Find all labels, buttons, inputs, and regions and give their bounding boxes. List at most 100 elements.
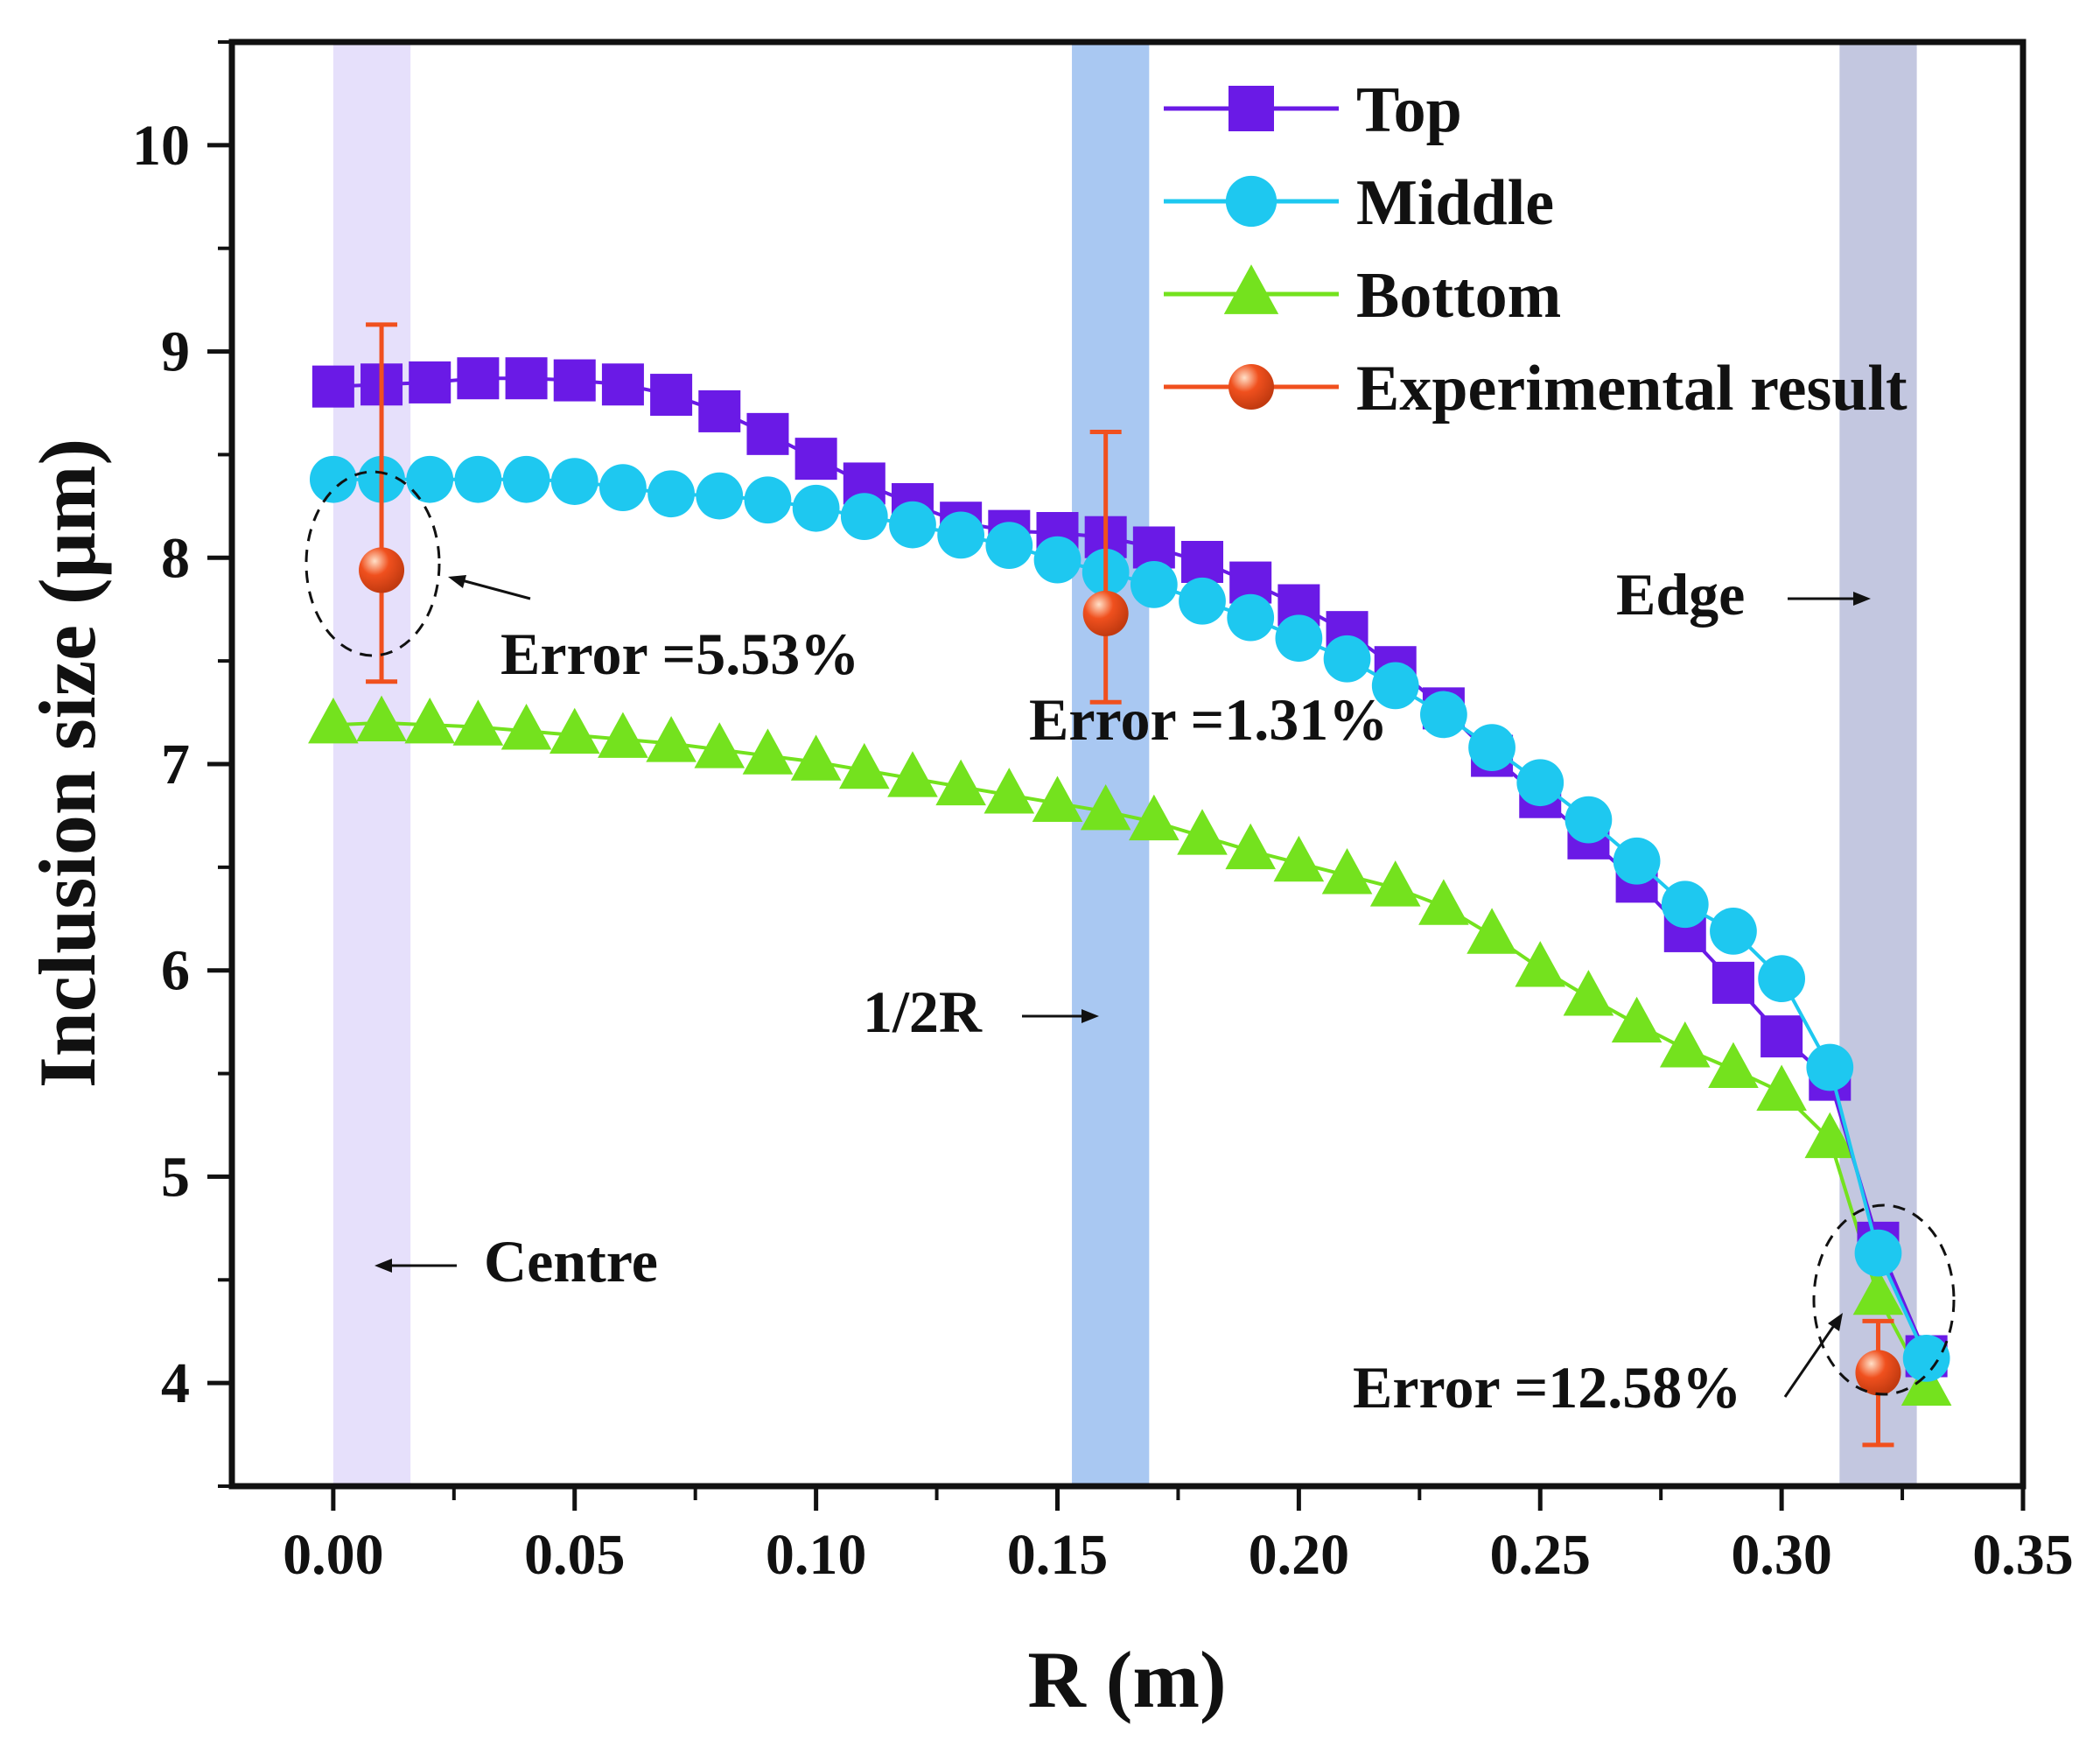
data-point-middle [1902, 1334, 1950, 1382]
data-point-bottom [1708, 1042, 1759, 1089]
data-point-top [601, 363, 644, 406]
data-point-bottom [1080, 783, 1131, 831]
data-point-middle [1516, 759, 1564, 807]
error-ellipse-centre [304, 470, 441, 657]
error-12-58-arrow [1783, 1313, 1843, 1398]
data-point-bottom [1515, 941, 1566, 987]
data-point-bottom [1852, 1268, 1904, 1316]
y-tick-label: 10 [132, 114, 190, 178]
series-line-middle [332, 477, 1928, 1359]
y-tick-label: 8 [161, 526, 190, 590]
data-point-middle [840, 493, 888, 541]
legend-item-middle: Middle [1164, 167, 1554, 239]
data-point-bottom [1563, 970, 1614, 1016]
series-line-bottom [332, 720, 1928, 1388]
data-point-bottom [646, 716, 696, 762]
data-point-bottom [1321, 848, 1373, 895]
legend-label: Top [1356, 74, 1462, 146]
data-point-middle [406, 455, 454, 503]
data-point-top [1760, 1015, 1803, 1058]
error-ellipse-edge [1812, 1203, 1956, 1396]
series-middle [309, 455, 1950, 1382]
data-point-bottom [598, 712, 648, 758]
data-point-middle [1420, 691, 1467, 739]
data-point-top [1712, 961, 1754, 1004]
x-tick-label: 0.00 [283, 1523, 384, 1587]
experimental-point [359, 322, 405, 684]
data-point-bottom [404, 697, 456, 744]
axes [228, 39, 2026, 1490]
annotation-half-r: 1/2R [863, 979, 983, 1045]
data-point-middle [502, 455, 550, 503]
data-point-bottom [1177, 809, 1228, 855]
x-tick-label: 0.25 [1489, 1523, 1591, 1587]
data-point-bottom [549, 707, 600, 754]
y-tick-label: 4 [161, 1351, 190, 1415]
data-point-middle [1710, 908, 1757, 955]
data-point-middle [1033, 536, 1082, 584]
data-point-middle [1371, 662, 1419, 710]
y-tick-label: 9 [161, 320, 190, 384]
data-point-middle [792, 484, 840, 532]
data-point-bottom [1466, 908, 1517, 954]
legend-label: Bottom [1356, 260, 1561, 332]
data-point-bottom [1032, 775, 1083, 822]
annotation-edge: Edge [1616, 561, 1745, 628]
data-point-bottom [1129, 794, 1180, 841]
data-point-top [505, 357, 548, 400]
x-tick-label: 0.05 [524, 1523, 626, 1587]
experimental-point [1082, 430, 1129, 705]
centre-arrow [374, 1259, 457, 1273]
x-tick-label: 0.10 [766, 1523, 867, 1587]
data-point-bottom [1273, 835, 1325, 882]
data-point-bottom [790, 734, 842, 781]
data-point-middle [1613, 837, 1661, 885]
data-point-middle [1227, 593, 1275, 642]
legend-item-bottom: Bottom [1164, 260, 1561, 332]
series-bottom [308, 695, 1952, 1407]
data-point-middle [1130, 561, 1178, 608]
legend-item-experimental-result: Experimental result [1164, 353, 1908, 424]
data-point-top [794, 438, 837, 481]
data-point-middle [1806, 1043, 1854, 1091]
x-axis-label: R (m) [1027, 1635, 1226, 1724]
data-point-middle [744, 476, 792, 524]
data-point-middle [1468, 724, 1516, 772]
experimental-marker [359, 547, 405, 593]
plot-frame [228, 39, 2026, 1490]
data-point-middle [1854, 1229, 1902, 1277]
legend-item-top: Top [1164, 74, 1462, 146]
data-point-top [746, 412, 789, 455]
data-point-bottom [356, 695, 407, 742]
x-tick-label: 0.35 [1972, 1523, 2074, 1587]
data-point-bottom [742, 728, 794, 775]
data-point-middle [309, 455, 357, 503]
data-point-top [698, 389, 741, 432]
y-tick-label: 6 [161, 939, 190, 1003]
experimental-marker [1855, 1350, 1901, 1396]
x-tick-label: 0.30 [1731, 1523, 1832, 1587]
legend-marker [1228, 86, 1274, 131]
data-point-middle [454, 455, 502, 503]
data-point-bottom [1418, 879, 1469, 925]
half-r-band [1072, 42, 1150, 1486]
data-point-middle [985, 522, 1033, 570]
y-axis-label: Inclusion size (μm) [23, 438, 112, 1088]
y-tick-label: 7 [161, 733, 190, 796]
data-point-top [650, 374, 693, 417]
data-point-middle [696, 472, 744, 520]
data-point-middle [648, 470, 695, 518]
data-point-bottom [1900, 1359, 1952, 1407]
annotations: Centre 1/2R Edge Error =5.53% Error =1.3… [304, 470, 1956, 1421]
annotation-error-centre: Error =5.53% [500, 621, 859, 687]
data-point-middle [599, 464, 647, 512]
data-point-bottom [887, 751, 938, 797]
edge-arrow [1788, 592, 1871, 606]
data-point-top [312, 365, 354, 408]
data-point-bottom [1225, 823, 1276, 870]
data-point-top [457, 357, 500, 400]
data-point-bottom [452, 699, 504, 746]
series-line-top [332, 376, 1928, 1358]
annotation-centre: Centre [484, 1228, 658, 1294]
